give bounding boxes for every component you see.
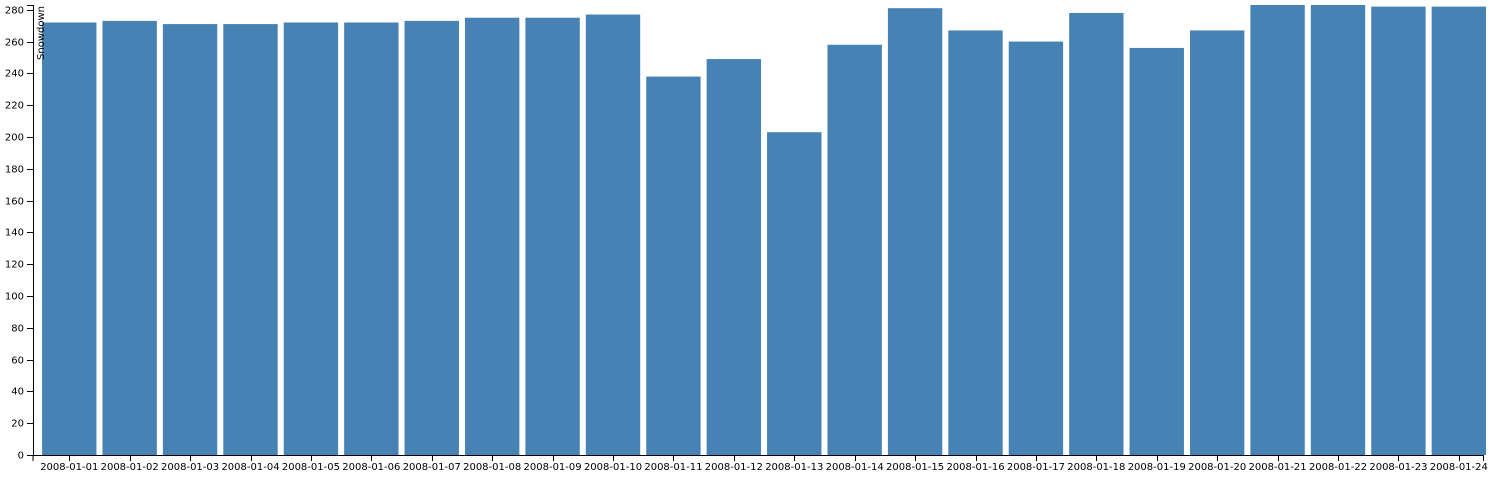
bar-2008-01-05: [283, 22, 339, 456]
x-tick-label: 2008-01-04: [221, 462, 279, 473]
y-tick-label: 80: [11, 324, 24, 335]
bar-2008-01-19: [1129, 47, 1184, 456]
bar-2008-01-16: [948, 30, 1003, 455]
y-tick-label: 100: [5, 292, 24, 303]
bar-2008-01-02: [102, 20, 157, 456]
bar-2008-01-01: [42, 22, 97, 456]
x-tick-label: 2008-01-01: [40, 462, 98, 473]
x-tick-label: 2008-01-03: [161, 462, 219, 473]
y-tick-label: 240: [5, 69, 24, 80]
x-tick-label: 2008-01-21: [1249, 462, 1307, 473]
y-axis-label: Snowdown: [36, 6, 47, 60]
x-tick-label: 2008-01-05: [282, 462, 340, 473]
y-tick-label: 200: [5, 133, 24, 144]
bar-2008-01-12: [706, 59, 762, 456]
bar-2008-01-20: [1189, 30, 1245, 455]
bar-2008-01-11: [646, 76, 701, 456]
bar-2008-01-15: [887, 8, 943, 456]
x-tick-label: 2008-01-06: [342, 462, 400, 473]
x-tick-label: 2008-01-17: [1007, 462, 1065, 473]
x-axis: 2008-01-01 2008-01-02 2008-01-03 2008-01-04…: [32, 455, 1488, 473]
bar-2008-01-21: [1250, 5, 1305, 455]
x-tick-label: 2008-01-02: [101, 462, 159, 473]
x-tick-label: 2008-01-08: [463, 462, 521, 473]
bar-2008-01-04: [223, 24, 278, 456]
bar-2008-01-17: [1008, 41, 1064, 455]
y-tick-label: 220: [5, 101, 24, 112]
x-tick-label: 2008-01-12: [705, 462, 763, 473]
x-tick-label: 2008-01-10: [584, 462, 642, 473]
bar-2008-01-18: [1069, 12, 1124, 455]
x-tick-label: 2008-01-15: [886, 462, 944, 473]
bar-2008-01-08: [464, 17, 520, 455]
y-tick-label: 60: [11, 356, 24, 367]
bar-2008-01-07: [404, 20, 459, 456]
y-tick-label: 140: [5, 228, 24, 239]
x-tick-label: 2008-01-18: [1067, 462, 1125, 473]
x-tick-label: 2008-01-14: [826, 462, 884, 473]
x-axis-line: [32, 455, 1484, 461]
y-tick-label: 180: [5, 165, 24, 176]
bar-2008-01-06: [344, 22, 399, 456]
bar-2008-01-09: [525, 17, 580, 455]
x-tick-label: 2008-01-23: [1369, 462, 1427, 473]
x-tick-label: 2008-01-16: [946, 462, 1004, 473]
bars-group: [42, 5, 1487, 456]
x-tick-label: 2008-01-19: [1128, 462, 1186, 473]
y-axis: 0 20 40 60 80 100 120 140 160 180 200 220 240 260 280: [5, 5, 34, 462]
x-tick-label: 2008-01-24: [1430, 462, 1488, 473]
x-tick-label: 2008-01-09: [524, 462, 582, 473]
y-tick-label: 160: [5, 197, 24, 208]
bar-2008-01-10: [585, 14, 641, 455]
bar-2008-01-03: [162, 24, 218, 456]
x-tick-label: 2008-01-13: [765, 462, 823, 473]
x-tick-label: 2008-01-20: [1188, 462, 1246, 473]
bar-2008-01-14: [827, 44, 882, 455]
x-tick-label: 2008-01-22: [1309, 462, 1367, 473]
y-tick-label: 280: [5, 6, 24, 17]
bar-2008-01-22: [1310, 5, 1366, 455]
bar-2008-01-23: [1371, 6, 1426, 456]
bar-2008-01-24: [1431, 6, 1487, 456]
y-tick-label: 20: [11, 419, 24, 430]
y-tick-label: 260: [5, 38, 24, 49]
y-tick-label: 40: [11, 387, 24, 398]
y-tick-label: 120: [5, 260, 24, 271]
x-tick-label: 2008-01-07: [403, 462, 461, 473]
x-tick-label: 2008-01-11: [644, 462, 702, 473]
bar-2008-01-13: [767, 132, 822, 455]
y-tick-label: 0: [18, 451, 24, 462]
